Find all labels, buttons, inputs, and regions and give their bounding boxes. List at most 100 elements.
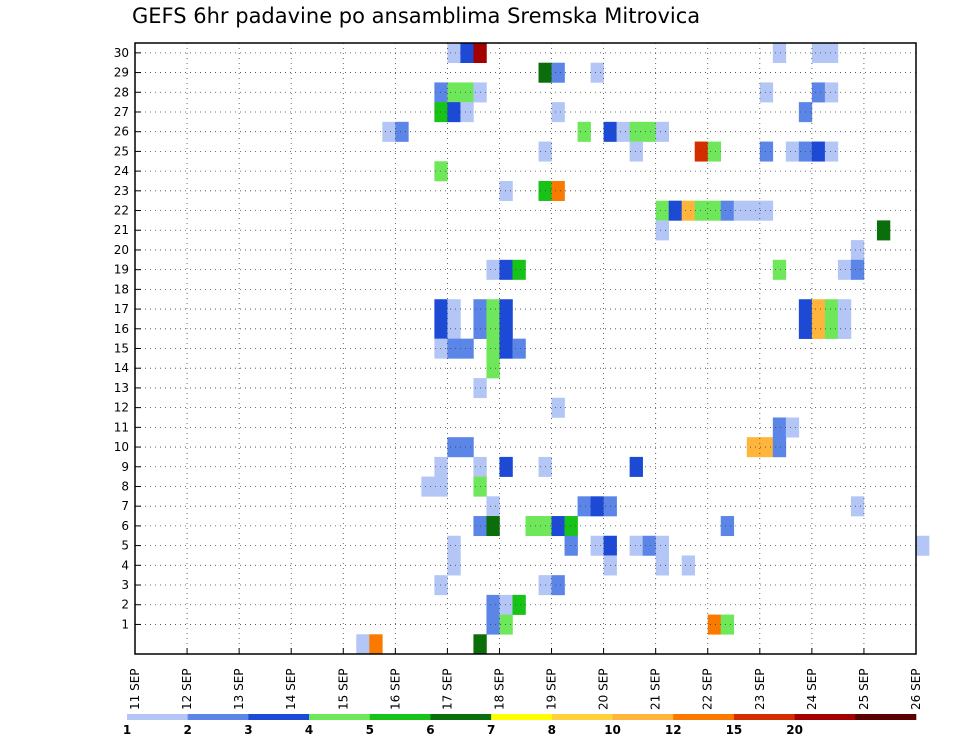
heatmap-cell: [577, 121, 591, 142]
y-tick-label: 5: [121, 539, 129, 553]
heatmap-cell: [655, 535, 669, 556]
heatmap-cell: [590, 535, 604, 556]
legend-label: 3: [244, 723, 252, 737]
y-tick-label: 9: [121, 460, 129, 474]
heatmap-cell: [499, 318, 513, 339]
heatmap-cell: [707, 614, 722, 635]
y-tick-label: 16: [114, 322, 129, 336]
heatmap-cell: [486, 318, 500, 339]
heatmap-cell: [577, 496, 591, 517]
x-tick-label: 12 SEP: [180, 668, 194, 710]
y-tick-label: 7: [121, 499, 129, 513]
heatmap-cell: [824, 318, 839, 339]
x-tick-label: 14 SEP: [284, 668, 298, 710]
heatmap-cell: [772, 43, 787, 64]
heatmap-cell: [434, 476, 448, 497]
heatmap-cell: [499, 338, 513, 359]
chart-title: GEFS 6hr padavine po ansamblima Sremska …: [132, 4, 701, 28]
legend-swatch: [612, 714, 674, 720]
y-tick-label: 21: [114, 223, 129, 237]
heatmap-cell: [772, 417, 787, 438]
heatmap-cell: [746, 437, 761, 458]
heatmap-cell: [616, 121, 630, 142]
legend-label: 2: [184, 723, 192, 737]
legend-swatch: [309, 714, 371, 720]
legend-swatch: [491, 714, 553, 720]
heatmap-cell: [447, 535, 461, 556]
heatmap-cell: [434, 82, 448, 103]
heatmap-cell: [525, 516, 539, 537]
legend-swatch: [127, 714, 188, 720]
heatmap-cell: [551, 516, 565, 537]
heatmap-cell: [681, 555, 696, 576]
y-tick-label: 15: [114, 342, 129, 356]
heatmap-cell: [434, 338, 448, 359]
y-tick-label: 20: [114, 243, 129, 257]
heatmap-cell: [551, 397, 565, 418]
heatmap-cell: [369, 634, 383, 655]
heatmap-cell: [486, 496, 500, 517]
legend-label: 1: [123, 723, 131, 737]
y-tick-label: 8: [121, 479, 129, 493]
heatmap-cell: [447, 43, 461, 64]
heatmap-cell: [551, 62, 565, 83]
heatmap-cell: [824, 43, 839, 64]
heatmap-cell: [642, 535, 656, 556]
heatmap-cell: [499, 180, 513, 201]
y-tick-label: 13: [114, 381, 129, 395]
heatmap-cell: [499, 594, 513, 615]
heatmap-cell: [720, 614, 735, 635]
heatmap-cell: [772, 437, 787, 458]
legend-swatch: [248, 714, 310, 720]
heatmap-cell: [460, 437, 474, 458]
heatmap-cell: [512, 259, 526, 280]
heatmap-cell: [382, 121, 396, 142]
y-tick-label: 28: [114, 85, 129, 99]
x-tick-label: 18 SEP: [492, 668, 506, 710]
y-tick-label: 30: [114, 46, 129, 60]
heatmap-cell: [837, 259, 852, 280]
heatmap-cell: [460, 102, 474, 123]
heatmap-cell: [811, 299, 826, 320]
y-tick-label: 11: [114, 420, 129, 434]
heatmap-cell: [811, 82, 826, 103]
heatmap-cell: [850, 259, 865, 280]
y-tick-label: 14: [114, 361, 129, 375]
heatmap-cell: [811, 141, 826, 162]
heatmap-cell: [590, 496, 604, 517]
grid-lines: [135, 43, 916, 654]
heatmap-cell: [434, 161, 448, 182]
heatmap-cell: [486, 299, 500, 320]
heatmap-cell: [707, 200, 722, 221]
heatmap-cell: [447, 299, 461, 320]
axis-ticks: [134, 52, 917, 654]
heatmap-cell: [850, 496, 865, 517]
y-tick-label: 25: [114, 144, 129, 158]
heatmap-cell: [655, 555, 669, 576]
x-tick-label: 22 SEP: [701, 668, 715, 710]
x-tick-label: 24 SEP: [805, 668, 819, 710]
heatmap-cell: [655, 200, 669, 221]
legend-swatch: [187, 714, 249, 720]
heatmap-cell: [785, 417, 800, 438]
y-tick-label: 23: [114, 184, 129, 198]
heatmap-cell: [916, 535, 930, 556]
heatmap-cell: [434, 456, 448, 477]
heatmap-cell: [837, 299, 852, 320]
y-tick-label: 24: [114, 164, 129, 178]
heatmap-cell: [655, 121, 669, 142]
heatmap-cell: [694, 141, 709, 162]
heatmap-cell: [759, 141, 774, 162]
heatmap-cell: [447, 555, 461, 576]
heatmap-cell: [564, 516, 578, 537]
y-tick-label: 10: [114, 440, 129, 454]
heatmap-cell: [473, 634, 487, 655]
heatmap-cell: [512, 594, 526, 615]
heatmap-cell: [434, 318, 448, 339]
heatmap-cell: [447, 338, 461, 359]
heatmap-cell: [811, 318, 826, 339]
heatmap-cell: [629, 121, 643, 142]
heatmap-cell: [499, 259, 513, 280]
heatmap-cell: [512, 338, 526, 359]
